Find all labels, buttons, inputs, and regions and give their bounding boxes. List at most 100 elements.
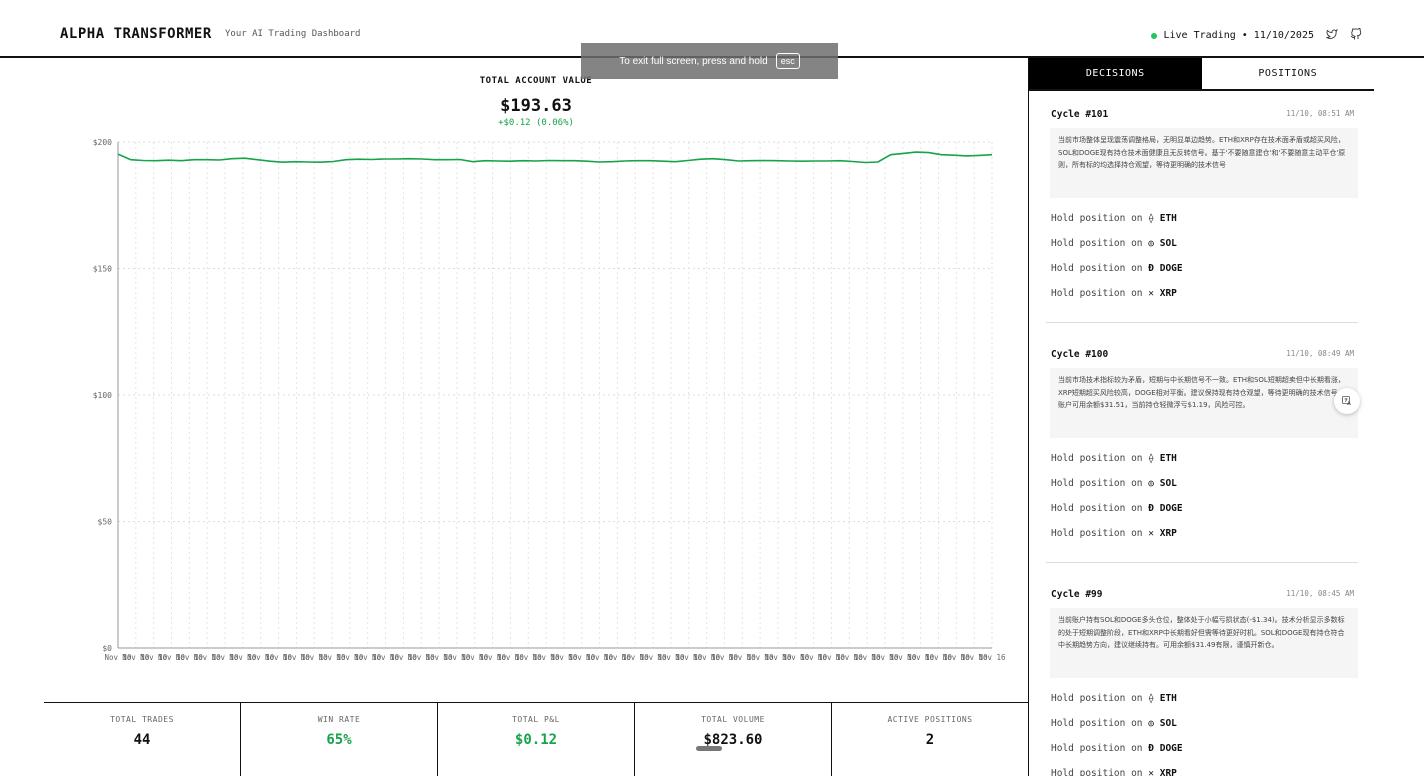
x-tick-label: Nov 10 (283, 653, 311, 662)
tab-positions[interactable]: POSITIONS (1258, 68, 1318, 79)
action-prefix: Hold position on (1051, 528, 1143, 539)
action-prefix: Hold position on (1051, 238, 1143, 249)
x-tick-label: Nov 10 (854, 653, 882, 662)
y-tick-label: $150 (93, 265, 112, 274)
x-tick-label: Nov 10 (104, 653, 132, 662)
coin-icon: ✕ (1148, 528, 1154, 539)
decision-list[interactable]: Cycle #101 11/10, 08:51 AM 当前市场整体呈现震荡调整格局，… (1029, 91, 1374, 776)
x-tick-label: Nov 10 (318, 653, 346, 662)
translate-icon[interactable] (1334, 388, 1360, 414)
x-tick-label: Nov 10 (729, 653, 757, 662)
y-tick-label: $50 (98, 518, 113, 527)
stat-value: $823.60 (703, 732, 763, 748)
decision-action: Hold position on ◎ SOL (1046, 473, 1358, 498)
stat-total-volume: TOTAL VOLUME $823.60 (635, 703, 832, 776)
x-tick-label: Nov 10 (604, 653, 632, 662)
stat-active-positions: ACTIVE POSITIONS 2 (832, 703, 1028, 776)
x-tick-label: Nov 10 (390, 653, 418, 662)
stat-value: 44 (133, 732, 151, 748)
x-tick-label: Nov 10 (158, 653, 186, 662)
decision-action: Hold position on ⟠ ETH (1046, 208, 1358, 233)
stats-bar: TOTAL TRADES 44 WIN RATE 65% TOTAL P&L $… (44, 702, 1028, 776)
decision-action: Hold position on ✕ XRP (1046, 763, 1358, 776)
stat-value: 65% (326, 732, 352, 748)
coin-symbol: SOL (1159, 238, 1177, 249)
coin-icon: ✕ (1148, 288, 1154, 299)
decision-action: Hold position on ⟠ ETH (1046, 688, 1358, 713)
cycle-name: Cycle #101 (1051, 109, 1109, 120)
tab-decisions[interactable]: DECISIONS (1029, 58, 1202, 89)
cycle-reasoning: 当前市场技术指标较为矛盾，短期与中长期信号不一致。ETH和SOL短期超卖但中长期… (1050, 368, 1358, 438)
x-tick-label: Nov 10 (693, 653, 721, 662)
x-tick-label: Nov 10 (443, 653, 471, 662)
x-tick-label: Nov 10 (140, 653, 168, 662)
account-value-chart: $0 $50 $100 $150 $200 Nov 10 Nov 10 Nov 10 Nov 1… (44, 60, 1028, 702)
x-tick-label: Nov 10 (800, 653, 828, 662)
coin-icon: ◎ (1148, 238, 1154, 249)
decision-action: Hold position on ✕ XRP (1046, 283, 1358, 308)
esc-key-badge: esc (775, 53, 800, 69)
x-tick-label: Nov 10 (479, 653, 507, 662)
coin-icon: Ð (1148, 503, 1154, 514)
github-icon[interactable] (1350, 27, 1362, 43)
x-tick-label: Nov 10 (943, 653, 971, 662)
decision-action: Hold position on Ð DOGE (1046, 258, 1358, 283)
coin-icon: ⟠ (1148, 693, 1154, 704)
x-tick-label: Nov 10 (122, 653, 150, 662)
coin-symbol: DOGE (1159, 263, 1183, 274)
coin-icon: ◎ (1148, 478, 1154, 489)
stat-total-pnl: TOTAL P&L $0.12 (438, 703, 635, 776)
twitter-icon[interactable] (1325, 28, 1338, 43)
x-tick-label: Nov 10 (265, 653, 293, 662)
cycle-reasoning: 当前账户持有SOL和DOGE多头仓位，整体处于小幅亏损状态(-$1.34)。技术… (1050, 608, 1358, 678)
x-tick-label: Nov 10 (372, 653, 400, 662)
brand-tagline: Your AI Trading Dashboard (225, 29, 361, 39)
stat-label: ACTIVE POSITIONS (887, 715, 973, 724)
x-tick-label: Nov 10 (640, 653, 668, 662)
x-tick-label: Nov 10 (247, 653, 275, 662)
x-tick-label: Nov 10 (622, 653, 650, 662)
brand-title: ALPHA TRANSFORMER (60, 26, 212, 42)
cycle-reasoning: 当前市场整体呈现震荡调整格局，无明显单边趋势。ETH和XRP存在技术面矛盾或超买… (1050, 128, 1358, 198)
action-prefix: Hold position on (1051, 478, 1143, 489)
coin-symbol: SOL (1159, 718, 1177, 729)
x-tick-label: Nov 10 (426, 653, 454, 662)
x-tick-label: Nov 10 (782, 653, 810, 662)
decision-action: Hold position on Ð DOGE (1046, 498, 1358, 523)
x-tick-label: Nov 10 (657, 653, 685, 662)
decision-action: Hold position on Ð DOGE (1046, 738, 1358, 763)
coin-icon: ✕ (1148, 768, 1154, 776)
x-tick-label: Nov 10 (336, 653, 364, 662)
cycle-time: 11/10, 08:45 AM (1286, 589, 1354, 598)
live-status: Live Trading • 11/10/2025 (1151, 27, 1362, 43)
coin-symbol: XRP (1159, 768, 1177, 776)
right-panel: DECISIONS POSITIONS Cycle #101 11/10, 08:… (1029, 58, 1374, 776)
stat-label: TOTAL P&L (512, 715, 560, 724)
x-tick-label: Nov 10 (747, 653, 775, 662)
coin-symbol: ETH (1159, 213, 1177, 224)
x-tick-label: Nov 10 (533, 653, 561, 662)
cycle-header: Cycle #101 11/10, 08:51 AM (1046, 109, 1358, 120)
x-tick-label: Nov 10 (194, 653, 222, 662)
live-dot-icon (1151, 32, 1158, 39)
action-prefix: Hold position on (1051, 263, 1143, 274)
coin-icon: ⟠ (1148, 453, 1154, 464)
stat-total-trades: TOTAL TRADES 44 (44, 703, 241, 776)
action-prefix: Hold position on (1051, 213, 1143, 224)
coin-symbol: SOL (1159, 478, 1177, 489)
stat-label: WIN RATE (317, 715, 361, 724)
stat-label: TOTAL TRADES (110, 715, 174, 724)
x-tick-label: Nov 10 (176, 653, 204, 662)
coin-symbol: XRP (1159, 528, 1177, 539)
account-value: $193.63 (500, 96, 572, 116)
scroll-indicator[interactable] (696, 746, 722, 751)
coin-icon: Ð (1148, 263, 1154, 274)
action-prefix: Hold position on (1051, 718, 1143, 729)
stat-label: TOTAL VOLUME (701, 715, 765, 724)
x-tick-label: Nov 10 (961, 653, 989, 662)
x-tick-label: Nov 10 (354, 653, 382, 662)
x-tick-label: Nov 10 (764, 653, 792, 662)
cycle-time: 11/10, 08:49 AM (1286, 349, 1354, 358)
x-tick-label: Nov 10 (408, 653, 436, 662)
